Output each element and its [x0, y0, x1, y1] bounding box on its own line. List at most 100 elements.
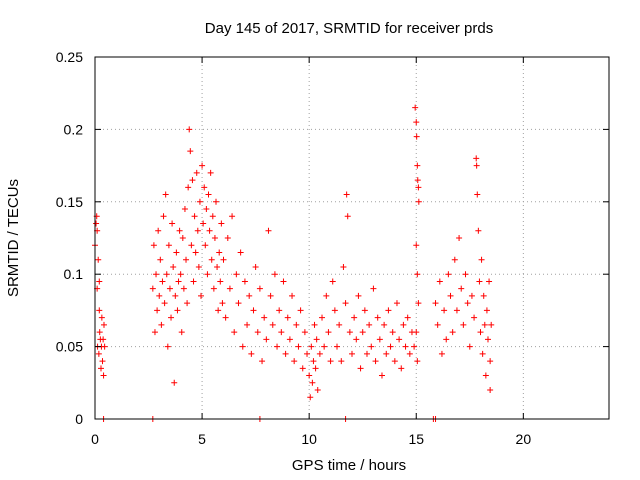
data-point: [299, 365, 306, 372]
data-point: [93, 220, 100, 227]
data-point: [447, 292, 454, 299]
data-point: [254, 329, 261, 336]
data-point: [180, 285, 187, 292]
data-point: [316, 350, 323, 357]
data-point: [376, 336, 383, 343]
data-point: [414, 271, 421, 278]
data-point: [202, 242, 209, 249]
data-point: [471, 314, 478, 321]
data-point: [289, 292, 296, 299]
data-point: [160, 213, 167, 220]
data-point: [402, 343, 409, 350]
data-point: [278, 329, 285, 336]
data-point: [385, 307, 392, 314]
data-point: [219, 300, 226, 307]
data-point: [184, 300, 191, 307]
data-point: [383, 350, 390, 357]
data-point: [168, 314, 175, 321]
data-point: [100, 321, 107, 328]
data-point: [441, 307, 448, 314]
data-point: [481, 321, 488, 328]
data-point: [488, 321, 495, 328]
data-point: [436, 278, 443, 285]
data-point: [327, 358, 334, 365]
data-point: [97, 365, 104, 372]
data-point: [163, 271, 170, 278]
data-point: [174, 307, 181, 314]
data-point: [351, 314, 358, 321]
data-point: [274, 343, 281, 350]
data-point: [286, 336, 293, 343]
data-point: [95, 256, 102, 263]
data-point: [231, 329, 238, 336]
data-point: [220, 256, 227, 263]
data-point: [311, 321, 318, 328]
data-point: [214, 263, 221, 270]
data-point: [310, 358, 317, 365]
data-point: [456, 235, 463, 241]
data-point: [233, 271, 240, 278]
data-point: [412, 104, 419, 111]
data-point: [241, 278, 248, 285]
data-point: [199, 162, 206, 169]
data-point: [100, 372, 107, 379]
data-point: [216, 249, 223, 256]
data-point: [374, 314, 381, 321]
data-point: [413, 242, 420, 249]
data-point: [297, 307, 304, 314]
data-point: [192, 249, 199, 256]
data-point: [487, 358, 494, 365]
data-point: [99, 358, 106, 365]
y-tick-label: 0.25: [56, 49, 83, 65]
data-point: [482, 372, 489, 379]
data-point: [205, 191, 212, 198]
data-point: [217, 278, 224, 285]
data-point: [166, 285, 173, 292]
data-point: [237, 249, 244, 256]
data-point: [203, 206, 210, 213]
data-point: [269, 321, 276, 328]
data-point: [186, 126, 193, 133]
data-point: [443, 336, 450, 343]
data-point: [432, 300, 439, 307]
data-point: [170, 263, 177, 270]
data-point: [187, 148, 194, 155]
data-point: [188, 242, 195, 249]
data-point: [259, 358, 266, 365]
data-point: [366, 321, 373, 328]
data-point: [162, 191, 169, 198]
data-point: [478, 256, 485, 263]
data-point: [413, 329, 420, 336]
data-point: [150, 242, 157, 249]
data-point: [235, 300, 242, 307]
data-point: [487, 387, 494, 394]
data-points: [92, 104, 495, 422]
data-point: [165, 242, 172, 249]
data-point: [336, 321, 343, 328]
data-point: [198, 292, 205, 299]
data-point: [340, 263, 347, 270]
data-point: [95, 350, 102, 357]
data-point: [263, 336, 270, 343]
data-point: [398, 365, 405, 372]
data-point: [301, 329, 308, 336]
data-point: [201, 184, 208, 191]
data-point: [96, 307, 103, 314]
data-point: [204, 271, 211, 278]
data-point: [355, 292, 362, 299]
data-point: [304, 350, 311, 357]
y-tick-label: 0.15: [56, 194, 83, 210]
y-tick-label: 0.05: [56, 339, 83, 355]
data-point: [434, 321, 441, 328]
data-point: [314, 387, 321, 394]
data-point: [453, 307, 460, 314]
data-point: [414, 162, 421, 169]
data-point: [169, 220, 176, 227]
grid: [95, 57, 609, 419]
data-point: [98, 314, 105, 321]
data-point: [393, 300, 400, 307]
x-tick-label: 0: [91, 431, 99, 447]
data-point: [389, 329, 396, 336]
data-point: [370, 285, 377, 292]
